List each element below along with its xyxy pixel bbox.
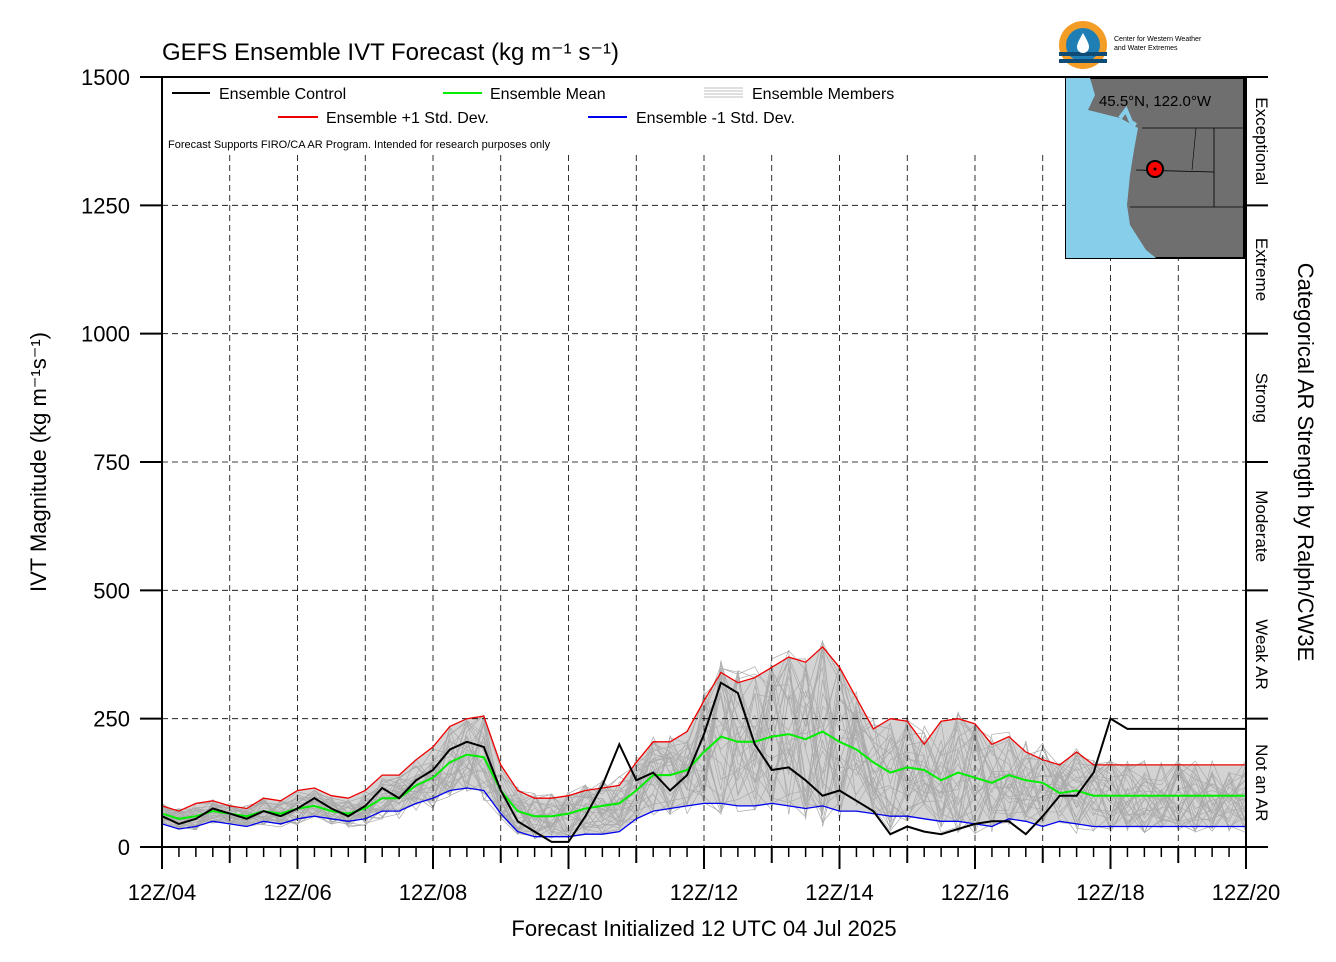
- legend-minus-label: Ensemble -1 Std. Dev.: [636, 110, 795, 127]
- x-tick-label: 12Z/14: [805, 880, 874, 905]
- map-location-label: 45.5°N, 122.0°W: [1099, 93, 1212, 110]
- y-tick-label: 0: [118, 835, 130, 860]
- x-tick-label: 12Z/06: [263, 880, 332, 905]
- x-tick-label: 12Z/04: [128, 880, 197, 905]
- legend-mean-label: Ensemble Mean: [490, 86, 606, 103]
- x-tick-label: 12Z/12: [670, 880, 739, 905]
- ar-category-label: Strong: [1252, 373, 1271, 423]
- ar-category-label: Not an AR: [1252, 744, 1271, 822]
- x-tick-label: 12Z/20: [1212, 880, 1281, 905]
- ar-category-label: Moderate: [1252, 490, 1271, 562]
- legend-members-swatch: [704, 87, 743, 98]
- x-axis-ticks: 12Z/04 12Z/06 12Z/08 12Z/10 12Z/12 12Z/14 12Z/…: [128, 847, 1281, 905]
- ensemble-control-line: [161, 681, 1246, 843]
- right-axis-label: Categorical AR Strength by Ralph/CW3E: [1293, 263, 1318, 662]
- y-tick-label: 1500: [81, 65, 130, 90]
- chart-title: GEFS Ensemble IVT Forecast (kg m⁻¹ s⁻¹): [162, 39, 619, 66]
- minus-std-line: [161, 787, 1246, 838]
- y-tick-label: 750: [93, 450, 130, 475]
- y-tick-label: 500: [93, 578, 130, 603]
- x-tick-label: 12Z/16: [941, 880, 1010, 905]
- right-category-axis: Not an AR Weak AR Moderate Strong Extreme Exc…: [1245, 76, 1271, 848]
- x-tick-label: 12Z/18: [1076, 880, 1145, 905]
- ensemble-member-line: [161, 666, 1247, 831]
- legend-plus-label: Ensemble +1 Std. Dev.: [326, 110, 489, 127]
- x-tick-label: 12Z/08: [399, 880, 468, 905]
- ar-category-label: Extreme: [1252, 238, 1271, 301]
- legend-members-label: Ensemble Members: [752, 86, 894, 103]
- legend-control-label: Ensemble Control: [219, 86, 346, 103]
- logo-text-line2: and Water Extremes: [1114, 45, 1178, 52]
- y-tick-label: 1250: [81, 193, 130, 218]
- series-lines-layer: [161, 645, 1246, 843]
- y-axis-label: IVT Magnitude (kg m⁻¹s⁻¹): [26, 332, 51, 592]
- x-tick-label: 12Z/10: [534, 880, 603, 905]
- plus-std-line: [161, 645, 1246, 812]
- plot-area: [161, 155, 1247, 847]
- legend: Ensemble Control Ensemble Mean Ensemble …: [172, 86, 894, 127]
- y-tick-label: 1000: [81, 322, 130, 347]
- y-axis-ticks: 0 250 500 750 1000 1250 1500: [81, 65, 162, 860]
- cw3e-logo: Center for Western Weather and Water Ext…: [1059, 21, 1202, 69]
- y-tick-label: 250: [93, 707, 130, 732]
- ar-category-label: Weak AR: [1252, 619, 1271, 690]
- ensemble-member-line: [161, 675, 1247, 834]
- ar-category-label: Exceptional: [1252, 97, 1271, 185]
- grid-layer: [162, 155, 1246, 847]
- research-note: Forecast Supports FIRO/CA AR Program. In…: [168, 139, 551, 151]
- location-map-inset: 45.5°N, 122.0°W: [1065, 77, 1245, 259]
- logo-text-line1: Center for Western Weather: [1114, 36, 1202, 43]
- x-axis-label: Forecast Initialized 12 UTC 04 Jul 2025: [511, 916, 896, 941]
